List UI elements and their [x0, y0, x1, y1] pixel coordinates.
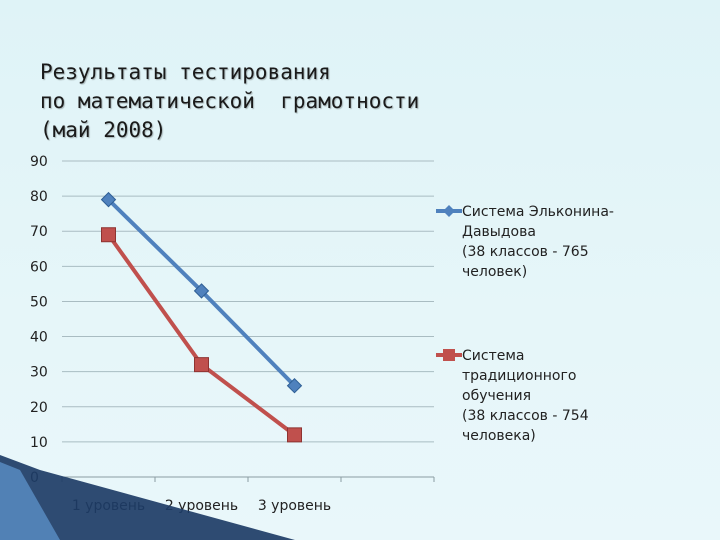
- legend-entry-text: (38 классов - 765: [462, 244, 589, 260]
- data-point-marker: [193, 283, 210, 299]
- legend-marker: [443, 205, 455, 217]
- legend-entry-text: Давыдова: [462, 224, 536, 240]
- legend-entry-text: человека): [462, 428, 536, 444]
- legend-entry-text: Система: [462, 348, 524, 364]
- title-line-1: Результаты тестирования: [40, 60, 331, 84]
- y-tick-label: 60: [30, 259, 48, 275]
- legend-entry-text: традиционного: [462, 368, 576, 384]
- data-point-marker: [286, 378, 303, 394]
- slide-title: Результаты тестирования по математическо…: [40, 58, 640, 145]
- legend-entry-text: (38 классов - 754: [462, 408, 589, 424]
- y-tick-label: 10: [30, 435, 48, 451]
- data-point-marker: [287, 427, 302, 443]
- y-tick-label: 70: [30, 224, 48, 240]
- legend-marker: [443, 349, 455, 361]
- title-line-3: (май 2008): [40, 118, 167, 142]
- legend-entry-text: обучения: [462, 388, 531, 404]
- y-tick-label: 80: [30, 189, 48, 205]
- legend-entry-text: Система Эльконина-: [462, 204, 614, 220]
- series-layer: [100, 191, 303, 443]
- gridlines: [62, 160, 434, 443]
- data-point-marker: [101, 227, 116, 243]
- series-line: [106, 233, 296, 437]
- x-tick-label: 3 уровень: [258, 498, 331, 514]
- legend-entry-text: человек): [462, 264, 527, 280]
- y-tick-label: 50: [30, 294, 48, 310]
- data-point-marker: [194, 357, 209, 373]
- legend: Система Эльконина- Давыдова (38 классов - …: [436, 204, 614, 444]
- y-tick-label: 40: [30, 330, 48, 346]
- data-point-marker: [100, 191, 117, 208]
- y-tick-label: 90: [30, 154, 48, 170]
- decorative-swoosh: [0, 455, 295, 540]
- title-line-2: по математической грамотности: [40, 89, 420, 113]
- y-tick-label: 30: [30, 365, 48, 381]
- y-tick-label: 20: [30, 400, 48, 416]
- decorative-swoosh-light: [0, 462, 60, 540]
